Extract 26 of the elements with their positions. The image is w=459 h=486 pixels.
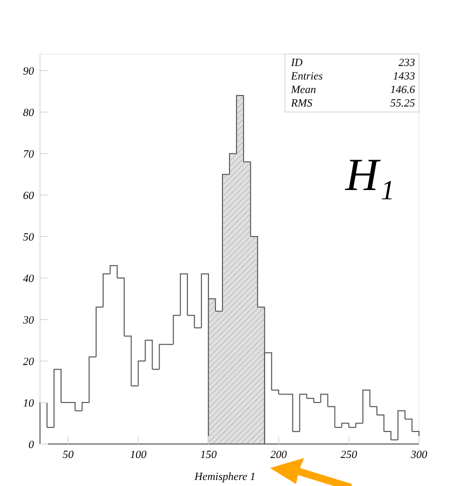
annotation: 233 — [398, 57, 416, 69]
x-tick-label: 200 — [270, 449, 288, 461]
y-tick-label: 50 — [23, 232, 34, 244]
y-tick-label: 40 — [23, 273, 34, 286]
y-tick-label: 60 — [23, 190, 34, 202]
annotation: ID — [290, 57, 303, 69]
annotation: 146.6 — [390, 84, 416, 96]
x-tick-label: 300 — [410, 449, 428, 461]
y-tick-label: 80 — [23, 107, 34, 120]
y-tick-label: 70 — [23, 148, 34, 161]
x-tick-label: 50 — [62, 449, 74, 461]
annotation: Entries — [290, 70, 323, 82]
y-tick-label: 10 — [23, 398, 34, 410]
y-tick-label: 90 — [23, 66, 34, 78]
annotation: 1433 — [393, 70, 416, 82]
y-tick-label: 0 — [28, 439, 34, 451]
x-tick-label: 150 — [200, 449, 218, 461]
x-tick-label: 250 — [340, 449, 358, 461]
text: H₁ — [344, 149, 395, 200]
annotation: RMS — [290, 98, 313, 110]
annotation: 55.25 — [390, 98, 416, 110]
y-tick-label: 20 — [23, 356, 34, 368]
y-tick-label: 30 — [22, 314, 34, 327]
annotation: Mean — [290, 84, 317, 96]
x-axis-title: Hemisphere 1 — [194, 471, 256, 483]
x-tick-label: 100 — [130, 449, 148, 461]
